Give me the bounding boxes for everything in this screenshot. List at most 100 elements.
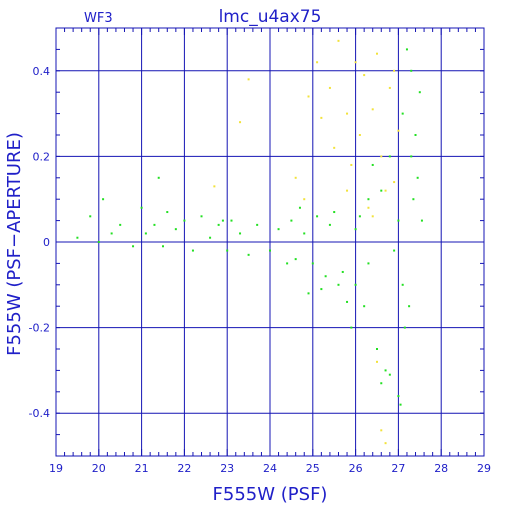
data-point-green [414, 134, 417, 136]
data-point-yellow [358, 134, 361, 136]
data-point-green [380, 189, 383, 192]
data-point-green [76, 236, 79, 239]
data-point-green [367, 262, 370, 265]
data-point-yellow [239, 121, 242, 124]
data-point-yellow [380, 429, 383, 432]
data-point-green [350, 326, 353, 329]
data-point-yellow [393, 69, 396, 72]
y-tick-label: -0.2 [29, 322, 50, 335]
data-point-green [316, 215, 319, 218]
data-point-yellow [376, 52, 378, 55]
data-point-green [298, 206, 301, 209]
data-point-green [328, 223, 331, 226]
grid-lines [56, 28, 484, 456]
data-point-green [290, 219, 293, 222]
data-point-green [376, 348, 378, 350]
data-point-green [269, 249, 271, 252]
data-point-green [333, 211, 336, 214]
data-point-green [256, 223, 259, 226]
data-point-green [183, 219, 186, 222]
x-tick-label: 21 [135, 462, 149, 475]
data-point-yellow [397, 129, 400, 132]
x-tick-label: 22 [177, 462, 191, 475]
data-point-yellow [346, 112, 349, 115]
data-point-yellow [367, 206, 370, 209]
data-point-green [397, 219, 400, 222]
data-point-green [221, 219, 224, 222]
panel-label: WF3 [84, 11, 113, 26]
data-point-green [286, 262, 289, 265]
data-point-green [217, 223, 220, 226]
data-point-yellow [303, 198, 306, 201]
data-point-green [405, 48, 408, 51]
x-tick-label: 20 [92, 462, 106, 475]
x-tick-label: 29 [477, 462, 491, 475]
y-tick-label: 0.4 [33, 65, 51, 78]
data-point-green [401, 112, 404, 115]
data-point-green [162, 245, 164, 248]
data-point-green [144, 232, 147, 235]
data-point-green [277, 228, 280, 231]
x-tick-label: 27 [391, 462, 405, 475]
data-point-green [354, 283, 357, 286]
data-point-green [153, 223, 156, 226]
data-point-yellow [376, 360, 378, 363]
data-point-green [191, 249, 194, 252]
data-point-green [399, 403, 402, 406]
data-point-green [412, 198, 415, 201]
data-point-green [418, 91, 421, 94]
data-point-green [388, 373, 391, 376]
data-point-yellow [393, 181, 396, 184]
data-point-green [294, 258, 297, 261]
data-point-green [367, 198, 370, 201]
data-point-green [341, 270, 344, 273]
data-point-green [247, 253, 250, 256]
data-point-yellow [350, 163, 353, 166]
y-tick-labels: -0.4 -0.2 0 0.2 0.4 [29, 65, 50, 420]
data-point-yellow [307, 95, 310, 98]
data-point-green [303, 232, 306, 235]
data-point-green [102, 198, 105, 201]
x-tick-label: 26 [349, 462, 363, 475]
data-point-green [230, 219, 233, 222]
data-point-yellow [213, 185, 216, 188]
data-point-green [132, 245, 135, 248]
x-tick-labels: 19 20 21 22 23 24 25 26 27 28 29 [49, 462, 491, 475]
data-point-green [97, 241, 100, 243]
data-point-yellow [371, 215, 374, 218]
data-point-yellow [328, 86, 331, 89]
data-point-green [200, 215, 203, 218]
data-point-green [324, 275, 327, 278]
data-point-green [420, 219, 423, 222]
data-point-green [388, 155, 391, 158]
data-point-yellow [363, 74, 366, 77]
data-point-green [380, 382, 383, 385]
x-tick-label: 28 [434, 462, 448, 475]
y-tick-label: 0.2 [33, 150, 51, 163]
data-point-yellow [333, 146, 336, 149]
data-point-green [174, 228, 177, 231]
data-point-yellow [320, 116, 323, 119]
x-tick-label: 23 [220, 462, 234, 475]
data-point-green [408, 305, 411, 308]
data-point-green [371, 163, 374, 166]
data-point-yellow [384, 442, 387, 445]
data-point-green [166, 211, 169, 214]
data-point-yellow [294, 176, 297, 179]
data-point-green [358, 215, 361, 218]
data-point-yellow [247, 78, 250, 81]
data-point-green [354, 228, 357, 231]
data-point-yellow [337, 39, 340, 42]
data-point-green [346, 300, 349, 303]
data-point-yellow [384, 189, 387, 192]
data-point-green [226, 249, 229, 252]
data-point-green [401, 283, 404, 286]
plot-frame [55, 27, 485, 457]
data-point-green [410, 155, 413, 158]
data-point-green [157, 176, 160, 179]
data-point-yellow [388, 86, 391, 89]
data-point-green [119, 223, 122, 226]
x-axis-label: F555W (PSF) [213, 484, 328, 505]
data-point-green [239, 232, 242, 235]
